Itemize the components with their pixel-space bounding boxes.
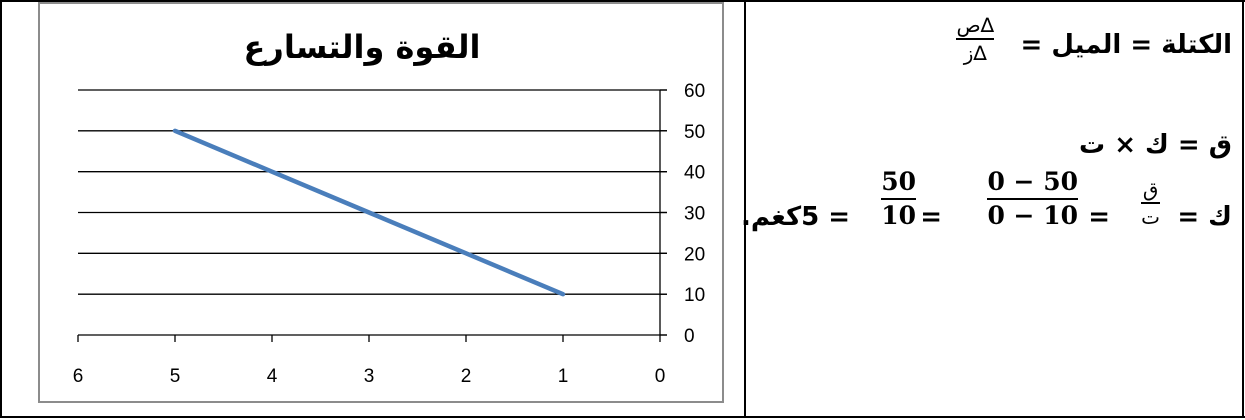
mass-equals-label: ك =: [1177, 202, 1232, 232]
x-tick-label-3: 3: [364, 366, 375, 387]
x-tick-label-1: 1: [558, 366, 569, 387]
equals-sign: =: [920, 202, 942, 232]
slope-denominator: ∆ز: [963, 41, 987, 65]
formula-panel: الكتلة = الميل = ∆ص ∆ز ق = ك × ت ك = ق ت…: [741, 2, 1242, 416]
y-tick-label-40: 40: [684, 163, 705, 184]
table-left-border: [0, 0, 2, 418]
fraction-bar: [1141, 202, 1160, 204]
y-tick-label-0: 0: [684, 326, 695, 347]
fraction-bar: [987, 197, 1078, 200]
force-over-accel-fraction: ق ت: [1141, 178, 1160, 228]
simplified-fraction: 50 10: [881, 168, 916, 229]
force-equation: ق = ك × ت: [1079, 130, 1232, 160]
series-line-0: [172, 128, 566, 297]
fraction-bar: [881, 197, 916, 200]
table-right-border: [1242, 0, 1244, 418]
y-tick-label-60: 60: [684, 81, 705, 102]
difference-fraction: 0 − 50 0 − 10: [987, 168, 1078, 229]
simplified-denominator: 10: [881, 200, 916, 230]
axes: [77, 89, 667, 342]
y-tick-label-30: 30: [684, 204, 705, 225]
mass-result: = 5كغم.: [741, 202, 850, 232]
simplified-numerator: 50: [881, 167, 916, 196]
x-tick-label-6: 6: [73, 366, 84, 387]
table-top-border: [0, 0, 1245, 2]
table-column-divider: [744, 0, 746, 418]
difference-numerator: 0 − 50: [987, 167, 1078, 196]
grid-lines: [78, 89, 667, 295]
slope-fraction: ∆ص ∆ز: [956, 14, 994, 64]
fraction-bar: [956, 38, 994, 40]
table-bottom-border: [0, 416, 1245, 418]
chart: 0 10 20 30 40 50 60 0 1 2 3 4 5 6 القوة والتسارع: [73, 28, 705, 387]
chart-title: القوة والتسارع: [244, 28, 481, 66]
chart-panel: 0 10 20 30 40 50 60 0 1 2 3 4 5 6 القوة والتسارع: [38, 2, 724, 403]
y-tick-label-50: 50: [684, 122, 705, 143]
x-tick-label-5: 5: [170, 366, 181, 387]
y-tick-label-10: 10: [684, 285, 705, 306]
x-tick-label-4: 4: [267, 366, 278, 387]
x-tick-label-2: 2: [461, 366, 472, 387]
series: [172, 128, 566, 297]
mass-slope-label: الكتلة = الميل =: [1020, 30, 1232, 60]
tick-labels: 0 10 20 30 40 50 60 0 1 2 3 4 5 6: [73, 81, 705, 387]
accel-denominator: ت: [1141, 205, 1160, 229]
force-numerator: ق: [1142, 177, 1159, 201]
difference-denominator: 0 − 10: [987, 200, 1078, 230]
x-tick-label-0: 0: [655, 366, 666, 387]
equals-sign: =: [1088, 202, 1110, 232]
slope-numerator: ∆ص: [956, 13, 994, 37]
y-tick-label-20: 20: [684, 244, 705, 265]
